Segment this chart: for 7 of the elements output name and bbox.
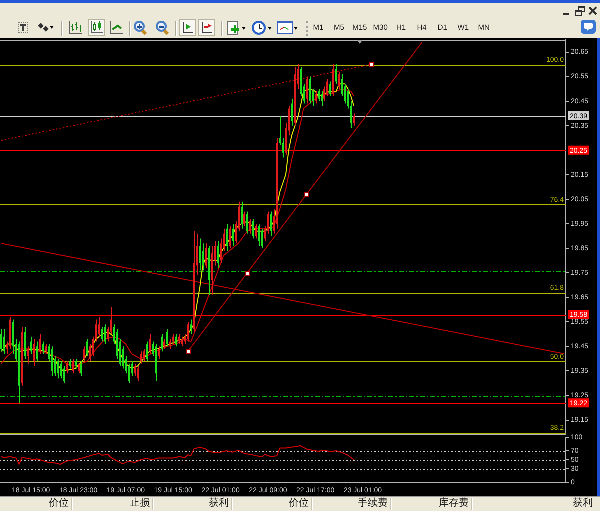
column-header: 价位 bbox=[49, 497, 69, 510]
column-header: 获利 bbox=[573, 497, 593, 510]
column-header: 价位 bbox=[289, 497, 309, 510]
column-header: 获利 bbox=[209, 497, 229, 510]
column-header: 止损 bbox=[130, 497, 150, 510]
column-header: 手续费 bbox=[358, 497, 388, 510]
column-header: 库存费 bbox=[439, 497, 469, 510]
